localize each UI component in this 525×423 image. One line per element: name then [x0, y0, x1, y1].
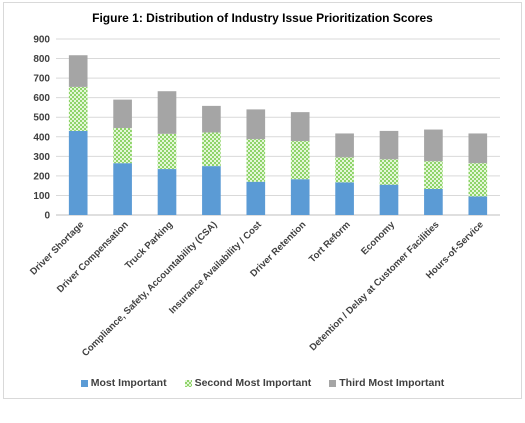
bar-segment-second-most-important — [335, 157, 354, 183]
bar-segment-most-important — [335, 182, 354, 215]
bar-segment-most-important — [290, 179, 310, 215]
bar-segment-third-most-important — [246, 109, 266, 140]
bar-segment-second-most-important — [379, 159, 399, 185]
y-tick-label: 500 — [33, 113, 50, 124]
bar-segment-most-important — [424, 188, 443, 215]
x-tick-label: Insurance Availability / Cost — [167, 219, 264, 316]
bar-segment-second-most-important — [68, 86, 88, 131]
y-tick-label: 600 — [33, 93, 50, 104]
legend-swatch-third-most-important — [329, 379, 337, 387]
bar-segment-most-important — [113, 163, 132, 215]
y-tick-label: 800 — [33, 54, 50, 65]
bar-segment-most-important — [68, 130, 88, 215]
bar-segment-third-most-important — [68, 55, 88, 87]
y-tick-label: 100 — [33, 191, 50, 202]
bars — [68, 55, 488, 215]
x-tick-label: Tort Reform — [307, 219, 353, 265]
y-tick-label: 700 — [33, 74, 50, 85]
x-tick-label: Economy — [359, 219, 398, 258]
legend-item-second-most-important: Second Most Important — [184, 377, 312, 389]
bar-segment-third-most-important — [468, 133, 488, 164]
legend-label-second-most-important: Second Most Important — [194, 377, 312, 389]
bar-segment-third-most-important — [157, 91, 177, 134]
bar-segment-most-important — [157, 169, 177, 215]
bar-segment-third-most-important — [379, 130, 399, 160]
bar-segment-second-most-important — [157, 133, 177, 170]
bar-segment-second-most-important — [202, 132, 221, 167]
bar-segment-third-most-important — [290, 112, 310, 142]
y-axis: 0 100 200 300 400 500 600 700 800 900 — [33, 35, 50, 222]
legend-swatch-most-important — [80, 379, 88, 387]
bar-segment-most-important — [468, 196, 488, 215]
bar-segment-second-most-important — [246, 139, 266, 182]
bar-segment-third-most-important — [202, 105, 221, 133]
bar-segment-most-important — [246, 181, 266, 215]
legend-label-third-most-important: Third Most Important — [339, 377, 445, 389]
bar-segment-third-most-important — [335, 133, 354, 158]
legend-label-most-important: Most Important — [90, 377, 167, 389]
bar-segment-most-important — [202, 166, 221, 215]
legend-swatch-second-most-important — [184, 379, 192, 387]
y-tick-label: 900 — [33, 35, 50, 46]
y-tick-label: 200 — [33, 171, 50, 182]
bar-segment-second-most-important — [113, 127, 132, 164]
bar-segment-second-most-important — [468, 163, 488, 197]
bar-segment-third-most-important — [113, 99, 132, 128]
y-tick-label: 400 — [33, 132, 50, 143]
legend-item-third-most-important: Third Most Important — [329, 377, 444, 389]
bar-segment-most-important — [379, 184, 399, 215]
legend: Most Important Second Most Important Thi… — [0, 377, 525, 389]
y-tick-label: 300 — [33, 152, 50, 163]
chart-title: Figure 1: Distribution of Industry Issue… — [92, 11, 433, 25]
bar-segment-third-most-important — [424, 129, 443, 162]
bar-segment-second-most-important — [424, 161, 443, 189]
y-tick-label: 0 — [44, 211, 50, 222]
legend-item-most-important: Most Important — [80, 377, 167, 389]
bar-segment-second-most-important — [290, 141, 310, 180]
